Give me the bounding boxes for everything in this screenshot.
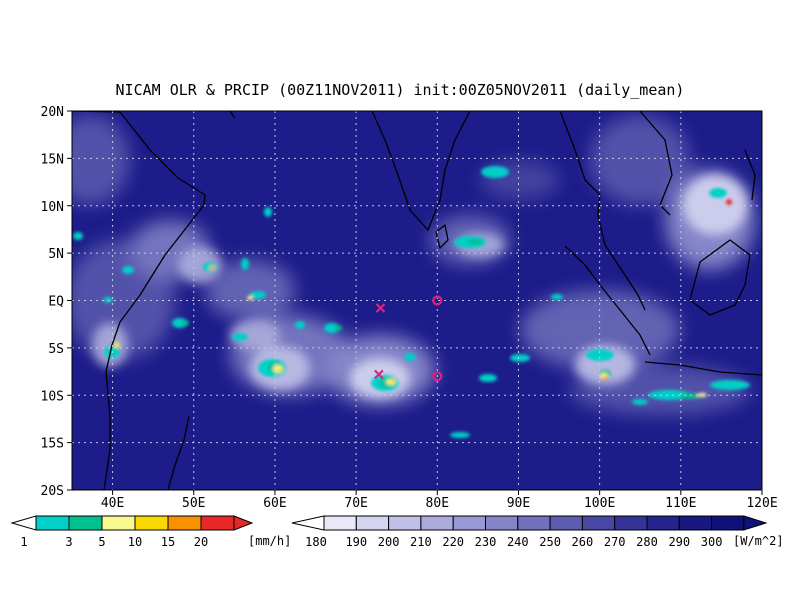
coastline-philippines	[744, 149, 756, 201]
olr-tick-label: 230	[475, 535, 497, 549]
lon-tick-label: 60E	[263, 496, 286, 511]
lat-tick-label: 10N	[41, 200, 64, 215]
olr-colorbar-swatch	[485, 515, 519, 531]
precip-tick-label: 5	[98, 535, 105, 549]
olr-colorbar-swatch	[614, 515, 648, 531]
lat-tick-label: 20S	[41, 484, 64, 499]
olr-colorbar-low-arrow	[291, 515, 325, 531]
x-marker	[374, 369, 384, 380]
map-title: NICAM OLR & PRCIP (00Z11NOV2011) init:00…	[116, 81, 685, 99]
lat-tick-label: EQ	[48, 295, 64, 310]
precip-colorbar-swatch	[134, 515, 169, 531]
lon-tick-label: 70E	[344, 496, 367, 511]
olr-colorbar-high-arrow	[743, 515, 768, 531]
coastline-java	[644, 361, 762, 376]
olr-tick-label: 280	[636, 535, 658, 549]
coastline-borneo	[689, 239, 751, 316]
olr-colorbar-swatch	[517, 515, 551, 531]
coastline-vietnam	[639, 111, 673, 216]
olr-colorbar-swatch	[711, 515, 745, 531]
lat-tick-label: 5S	[48, 342, 64, 357]
olr-colorbar-swatch	[549, 515, 583, 531]
coastline-sri-lanka	[435, 224, 449, 249]
lon-tick-label: 50E	[182, 496, 205, 511]
olr-tick-label: 300	[701, 535, 723, 549]
coastline-sumatra	[564, 245, 651, 356]
lat-lon-grid	[72, 111, 762, 490]
precip-tick-label: 1	[20, 535, 27, 549]
olr-unit-label: [W/m^2]	[733, 534, 784, 548]
precip-colorbar-swatch	[200, 515, 235, 531]
lat-tick-label: 10S	[41, 389, 64, 404]
olr-tick-label: 190	[345, 535, 367, 549]
olr-colorbar-swatch	[323, 515, 357, 531]
precip-tick-label: 10	[128, 535, 142, 549]
precip-cells	[73, 166, 750, 438]
lat-tick-label: 15N	[41, 152, 64, 167]
coastline-africa-arabia	[72, 111, 206, 490]
precip-colorbar: 1 3 5 10 15 20	[10, 515, 254, 549]
precip-colorbar-low-arrow	[10, 515, 37, 531]
olr-tick-label: 180	[305, 535, 327, 549]
precip-tick-label: 3	[65, 535, 72, 549]
olr-colorbar: 180 190 200 210 220 230 240 250 260 270 280 290 300	[291, 515, 768, 549]
lon-tick-label: 90E	[507, 496, 530, 511]
circle-marker	[432, 371, 443, 382]
circle-marker	[432, 295, 443, 306]
olr-tick-label: 250	[539, 535, 561, 549]
precip-unit-label: [mm/h]	[248, 534, 291, 548]
lat-tick-label: 20N	[41, 105, 64, 120]
precip-colorbar-swatch	[68, 515, 103, 531]
olr-colorbar-swatch	[646, 515, 680, 531]
lon-tick-label: 40E	[101, 496, 124, 511]
map-markers	[374, 295, 443, 382]
olr-tick-label: 200	[378, 535, 400, 549]
precip-tick-label: 20	[194, 535, 208, 549]
lon-tick-label: 80E	[426, 496, 449, 511]
precip-tick-label: 15	[161, 535, 175, 549]
coastline-burma-thailand	[559, 111, 646, 311]
lon-tick-label: 120E	[746, 496, 777, 511]
lat-tick-label: 5N	[48, 247, 64, 262]
coastlines	[72, 111, 762, 490]
coastline-arabia-east	[229, 111, 236, 119]
olr-colorbar-swatch	[678, 515, 713, 531]
olr-tick-label: 210	[410, 535, 432, 549]
olr-colorbar-swatch	[420, 515, 454, 531]
coastline-india	[371, 111, 471, 231]
precip-colorbar-high-arrow	[233, 515, 254, 531]
olr-colorbar-swatch	[452, 515, 487, 531]
olr-tick-label: 270	[604, 535, 626, 549]
olr-colorbar-swatch	[355, 515, 390, 531]
lat-tick-label: 15S	[41, 437, 64, 452]
precip-colorbar-swatch	[101, 515, 136, 531]
precip-colorbar-swatch	[35, 515, 70, 531]
olr-tick-label: 220	[442, 535, 464, 549]
precip-colorbar-swatch	[167, 515, 202, 531]
map-axis-labels: 20N 15N 10N 5N EQ 5S 10S 15S 20S 40E 50E 60E 70E 80E 9…	[41, 105, 778, 511]
x-marker	[375, 303, 386, 313]
olr-tick-label: 240	[507, 535, 529, 549]
lon-tick-label: 110E	[665, 496, 696, 511]
olr-colorbar-swatch	[581, 515, 616, 531]
olr-tick-label: 260	[572, 535, 594, 549]
lon-tick-label: 100E	[584, 496, 615, 511]
olr-tick-label: 290	[668, 535, 690, 549]
olr-colorbar-swatch	[388, 515, 422, 531]
coastline-madagascar	[167, 415, 190, 490]
map-plot-area	[72, 111, 762, 490]
